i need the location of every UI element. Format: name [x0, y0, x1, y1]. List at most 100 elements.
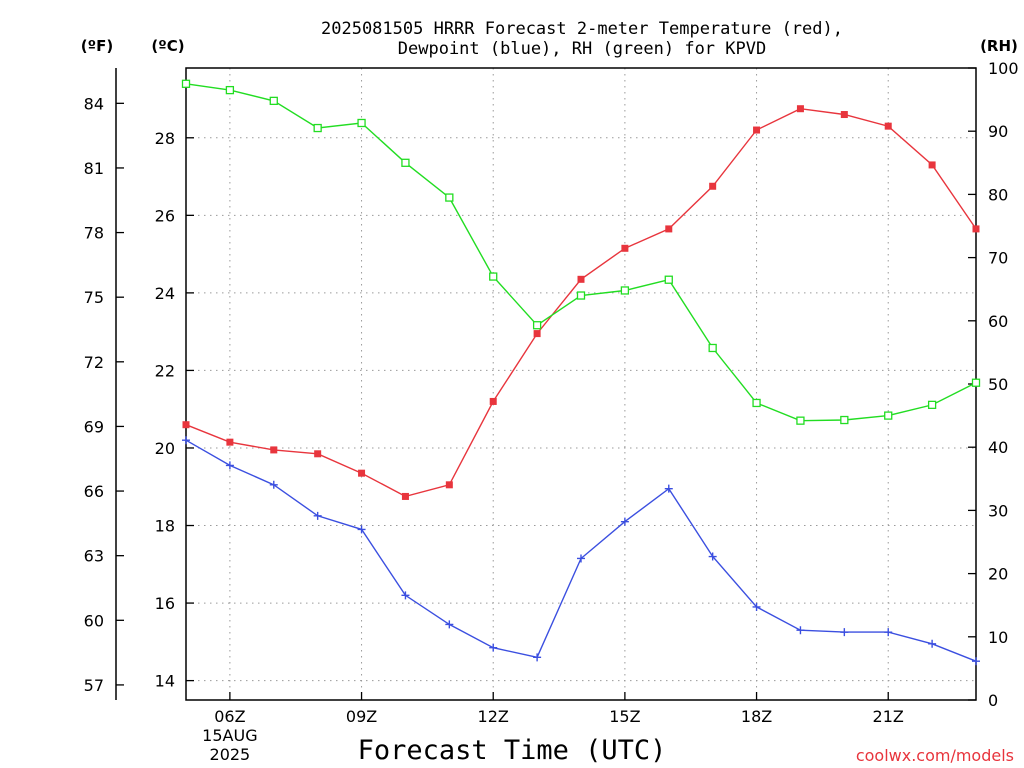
temperature-point-16z: [665, 225, 673, 233]
fahrenheit-axis: 57 60 63 66 69 72 75 78 81 84: [84, 94, 124, 695]
year-label: 2025: [210, 745, 251, 764]
dewpoint-point-22z: [928, 639, 937, 648]
time-tick-label-09Z: 09Z: [346, 707, 377, 726]
temperature-point-5z: [182, 421, 190, 429]
fahrenheit-tick-label-72: 72: [84, 353, 104, 372]
rh-tick-label-50: 50: [988, 375, 1008, 394]
rh-tick-label-10: 10: [988, 628, 1008, 647]
dewpoint-point-12z: [489, 643, 498, 652]
dewpoint-point-10z: [401, 591, 410, 600]
rh-point-6z: [225, 85, 235, 95]
dewpoint-point-11z: [445, 620, 454, 629]
dewpoint-point-5z: [182, 436, 190, 445]
celsius-axis: 14 16 18 20 22 24 26 28: [155, 129, 194, 691]
dewpoint-point-6z: [225, 461, 234, 470]
rh-point-21z: [884, 411, 893, 420]
rh-tick-label-60: 60: [988, 312, 1008, 331]
dewpoint-point-16z: [664, 484, 673, 493]
dewpoint-point-9z: [357, 525, 366, 534]
temperature-point-10z: [401, 492, 409, 500]
rh-point-7z: [269, 96, 278, 106]
celsius-tick-label-24: 24: [155, 284, 175, 303]
rh-point-10z: [401, 158, 410, 167]
dewpoint-point-21z: [884, 628, 893, 637]
rh-series: [181, 79, 981, 425]
dewpoint-series: [182, 436, 980, 666]
temperature-point-22z: [928, 161, 936, 169]
rh-axis-label: (RH): [980, 37, 1018, 55]
time-tick-label-12Z: 12Z: [478, 707, 509, 726]
celsius-tick-label-20: 20: [155, 439, 175, 458]
chart-title-line-1: 2025081505 HRRR Forecast 2-meter Tempera…: [321, 19, 843, 39]
grid-lines: [186, 68, 976, 700]
dewpoint-point-14z: [577, 554, 585, 563]
dewpoint-point-23z: [972, 657, 980, 666]
plot-frame: [185, 67, 977, 701]
series-layer: [181, 79, 981, 666]
rh-point-9z: [357, 118, 366, 128]
temperature-point-15z: [621, 244, 629, 252]
rh-point-23z: [971, 378, 981, 387]
celsius-tick-label-18: 18: [155, 517, 175, 536]
dewpoint-point-8z: [313, 511, 322, 520]
rh-point-22z: [927, 400, 937, 410]
fahrenheit-tick-label-63: 63: [84, 547, 104, 566]
rh-point-14z: [576, 291, 586, 300]
temperature-point-6z: [226, 438, 234, 446]
rh-point-15z: [620, 286, 630, 295]
rh-tick-label-30: 30: [988, 501, 1008, 520]
time-tick-label-21Z: 21Z: [873, 707, 904, 726]
dewpoint-point-17z: [708, 552, 717, 561]
rh-point-8z: [313, 123, 322, 133]
rh-line: [185, 83, 977, 422]
temperature-point-17z: [709, 182, 717, 190]
dewpoint-point-7z: [269, 480, 278, 489]
time-tick-label-06Z: 06Z: [214, 707, 245, 726]
temperature-line: [185, 107, 977, 498]
fahrenheit-axis-label: (ºF): [81, 37, 113, 55]
rh-point-12z: [489, 272, 498, 281]
rh-point-19z: [796, 416, 805, 425]
temperature-point-7z: [270, 446, 278, 454]
fahrenheit-tick-label-66: 66: [84, 482, 104, 501]
dewpoint-line: [185, 439, 977, 662]
temperature-point-8z: [314, 450, 322, 458]
celsius-axis-label: (ºC): [151, 37, 184, 55]
fahrenheit-tick-label-75: 75: [84, 288, 104, 307]
fahrenheit-tick-label-81: 81: [84, 159, 104, 178]
temperature-point-21z: [884, 122, 892, 130]
temperature-point-23z: [972, 225, 980, 233]
celsius-tick-label-28: 28: [155, 129, 175, 148]
fahrenheit-tick-label-57: 57: [84, 676, 104, 695]
fahrenheit-tick-label-78: 78: [84, 224, 104, 243]
rh-tick-label-20: 20: [988, 565, 1008, 584]
rh-tick-label-80: 80: [988, 185, 1008, 204]
rh-point-13z: [532, 321, 542, 330]
celsius-tick-label-22: 22: [155, 361, 175, 380]
rh-axis: 0 10 20 30 40 50 60 70 80 90 100: [968, 59, 1019, 710]
fahrenheit-tick-label-69: 69: [84, 417, 104, 436]
rh-point-5z: [181, 79, 191, 88]
temperature-point-13z: [533, 330, 541, 338]
temperature-point-12z: [489, 397, 497, 405]
fahrenheit-tick-label-60: 60: [84, 611, 104, 630]
rh-tick-label-0: 0: [988, 691, 998, 710]
fahrenheit-tick-label-84: 84: [84, 94, 104, 113]
time-tick-label-15Z: 15Z: [609, 707, 640, 726]
temperature-point-20z: [840, 111, 848, 119]
temperature-point-18z: [753, 126, 761, 134]
time-tick-label-18Z: 18Z: [741, 707, 772, 726]
dewpoint-point-15z: [620, 517, 629, 526]
temperature-point-19z: [796, 105, 804, 113]
celsius-tick-label-14: 14: [155, 672, 175, 691]
date-label: 15AUG: [202, 726, 257, 745]
chart-title-line-2: Dewpoint (blue), RH (green) for KPVD: [398, 39, 766, 59]
rh-tick-label-40: 40: [988, 438, 1008, 457]
rh-point-11z: [445, 193, 454, 202]
temperature-series: [182, 105, 980, 500]
dewpoint-point-18z: [752, 602, 761, 611]
rh-point-17z: [708, 343, 717, 353]
rh-point-20z: [840, 415, 849, 425]
